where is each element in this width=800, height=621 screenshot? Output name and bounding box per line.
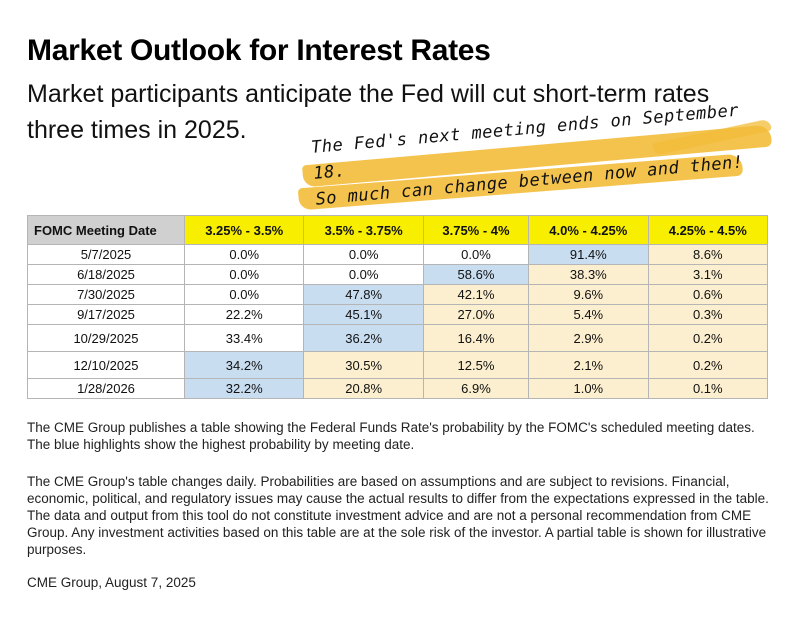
- meeting-date: 9/17/2025: [27, 304, 185, 325]
- table-row: 12/10/2025 34.2% 30.5% 12.5% 2.1% 0.2%: [27, 351, 769, 379]
- table-cell: 1.0%: [528, 378, 649, 399]
- table-cell: 9.6%: [528, 284, 649, 305]
- table-cell: 0.1%: [647, 378, 769, 399]
- table-cell: 42.1%: [422, 284, 530, 305]
- table-cell: 2.1%: [528, 351, 649, 379]
- table-cell: 16.4%: [422, 324, 530, 352]
- meeting-date: 12/10/2025: [27, 351, 185, 379]
- table-cell: 5.4%: [528, 304, 649, 325]
- handwritten-annotation: The Fed's next meeting ends on September…: [292, 101, 792, 215]
- column-header: 4.25% - 4.5%: [647, 215, 769, 245]
- table-cell: 30.5%: [303, 351, 424, 379]
- table-cell: 0.0%: [183, 244, 305, 265]
- table-row: 10/29/2025 33.4% 36.2% 16.4% 2.9% 0.2%: [27, 324, 769, 352]
- table-cell: 33.4%: [183, 324, 305, 352]
- table-row: 1/28/2026 32.2% 20.8% 6.9% 1.0% 0.1%: [27, 378, 769, 399]
- table-cell-highlight: 34.2%: [183, 351, 305, 379]
- table-cell: 0.2%: [647, 351, 769, 379]
- table-header-row: FOMC Meeting Date 3.25% - 3.5% 3.5% - 3.…: [27, 215, 769, 245]
- table-cell: 0.0%: [303, 244, 424, 265]
- table-cell-highlight: 58.6%: [422, 264, 530, 285]
- table-row: 5/7/2025 0.0% 0.0% 0.0% 91.4% 8.6%: [27, 244, 769, 265]
- table-cell: 2.9%: [528, 324, 649, 352]
- table-cell: 0.0%: [303, 264, 424, 285]
- table-cell-highlight: 91.4%: [528, 244, 649, 265]
- meeting-date: 1/28/2026: [27, 378, 185, 399]
- table-cell: 0.0%: [183, 284, 305, 305]
- meeting-date: 10/29/2025: [27, 324, 185, 352]
- table-cell: 6.9%: [422, 378, 530, 399]
- disclaimer-paragraph-2: The CME Group's table changes daily. Pro…: [27, 474, 769, 557]
- meeting-date: 7/30/2025: [27, 284, 185, 305]
- meeting-date: 5/7/2025: [27, 244, 185, 265]
- table-cell: 0.6%: [647, 284, 769, 305]
- table-cell: 0.2%: [647, 324, 769, 352]
- table-cell: 27.0%: [422, 304, 530, 325]
- column-header: 3.25% - 3.5%: [183, 215, 305, 245]
- page-subtitle: Market participants anticipate the Fed w…: [27, 80, 710, 144]
- table-cell: 22.2%: [183, 304, 305, 325]
- table-row: 9/17/2025 22.2% 45.1% 27.0% 5.4% 0.3%: [27, 304, 769, 325]
- disclaimer-paragraph-1: The CME Group publishes a table showing …: [27, 420, 755, 452]
- meeting-date: 6/18/2025: [27, 264, 185, 285]
- column-header: FOMC Meeting Date: [27, 215, 185, 245]
- table-cell: 0.0%: [183, 264, 305, 285]
- table-cell-highlight: 32.2%: [183, 378, 305, 399]
- table-cell: 38.3%: [528, 264, 649, 285]
- table-cell: 12.5%: [422, 351, 530, 379]
- table-row: 7/30/2025 0.0% 47.8% 42.1% 9.6% 0.6%: [27, 284, 769, 305]
- table-row: 6/18/2025 0.0% 0.0% 58.6% 38.3% 3.1%: [27, 264, 769, 285]
- column-header: 3.5% - 3.75%: [303, 215, 424, 245]
- table-cell-highlight: 36.2%: [303, 324, 424, 352]
- source-citation: CME Group, August 7, 2025: [27, 575, 196, 590]
- page-title: Market Outlook for Interest Rates: [27, 34, 491, 67]
- table-cell: 3.1%: [647, 264, 769, 285]
- table-cell-highlight: 45.1%: [303, 304, 424, 325]
- table-cell: 0.0%: [422, 244, 530, 265]
- table-cell-highlight: 47.8%: [303, 284, 424, 305]
- table-cell: 0.3%: [647, 304, 769, 325]
- column-header: 4.0% - 4.25%: [528, 215, 649, 245]
- table-cell: 8.6%: [647, 244, 769, 265]
- table-cell: 20.8%: [303, 378, 424, 399]
- column-header: 3.75% - 4%: [422, 215, 530, 245]
- probability-table: FOMC Meeting Date 3.25% - 3.5% 3.5% - 3.…: [27, 215, 769, 399]
